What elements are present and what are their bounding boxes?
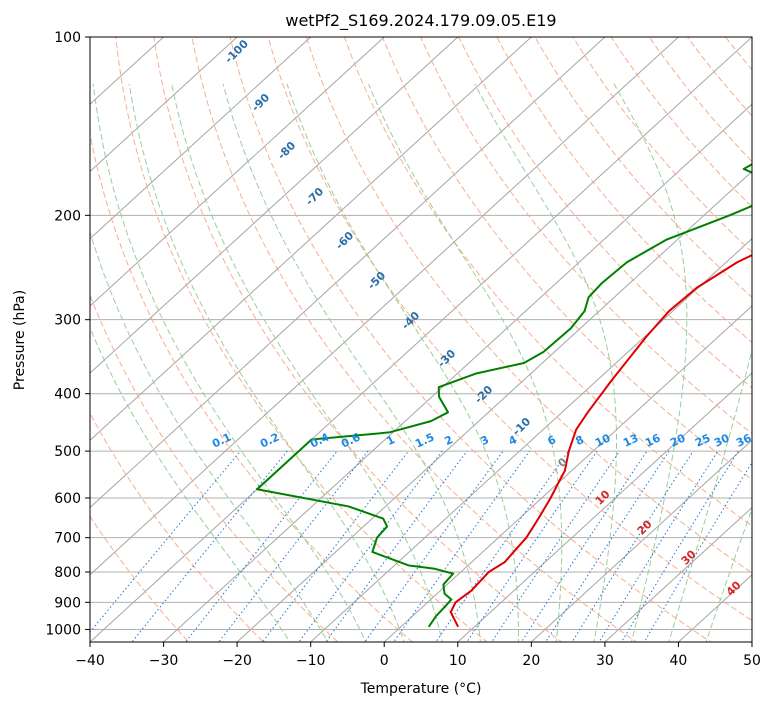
dry-adiabat-line	[648, 37, 752, 163]
x-tick-label: 10	[449, 653, 467, 669]
dry-adiabat-line	[191, 37, 638, 642]
mixing-ratio-line	[435, 450, 569, 642]
dry-adiabat-line	[267, 37, 752, 622]
y-tick-label: 700	[54, 531, 81, 547]
y-tick-label: 200	[54, 208, 81, 224]
isotherm-line	[236, 170, 752, 642]
x-tick-label: 40	[670, 653, 688, 669]
x-tick-label: −40	[75, 653, 105, 669]
mixing-ratio-label: 20	[668, 431, 688, 449]
x-tick-label: 20	[522, 653, 540, 669]
isotherm-line	[90, 37, 385, 307]
dry-adiabat-line	[686, 37, 752, 117]
isotherm-line	[162, 103, 752, 642]
y-tick-label: 1000	[45, 622, 81, 638]
isotherm-line	[90, 37, 752, 642]
moist-adiabat-line	[90, 230, 329, 642]
isotherm-line	[309, 237, 752, 642]
dry-adiabat-line	[496, 37, 752, 344]
isotherm-line	[457, 372, 752, 642]
mixing-ratio-label: 36	[734, 431, 754, 449]
mixing-ratio-line	[393, 450, 531, 642]
temperature-profile	[449, 254, 752, 628]
dry-adiabat-line	[153, 37, 563, 642]
isotherm-line	[90, 37, 165, 105]
y-tick-label: 300	[54, 313, 81, 329]
moist-adiabat-line	[286, 83, 519, 642]
dry-adiabat-line	[381, 37, 752, 481]
mixing-ratio-line	[571, 450, 694, 642]
mixing-ratio-line	[131, 450, 288, 642]
x-tick-label: −30	[149, 653, 179, 669]
moist-adiabat-line	[171, 83, 443, 642]
moist-adiabat-line	[474, 83, 618, 642]
moist-adiabat-line	[90, 326, 291, 642]
dry-adiabat-line	[229, 37, 712, 642]
dry-adiabat-line	[90, 293, 339, 642]
x-tick-label: −20	[222, 653, 252, 669]
mixing-ratio-label: 30	[712, 431, 732, 449]
y-tick-label: 900	[54, 595, 81, 611]
mixing-ratio-line	[184, 450, 338, 642]
isotherm-line	[604, 506, 752, 642]
moist-adiabat-line	[668, 347, 752, 642]
isotherm-line	[90, 37, 533, 442]
y-tick-label: 800	[54, 565, 81, 581]
y-tick-label: 500	[54, 444, 81, 460]
isotherm-line	[90, 37, 459, 374]
mixing-ratio-label: 25	[693, 431, 712, 449]
mixing-ratio-line	[545, 450, 670, 642]
mixing-ratio-line	[325, 450, 468, 642]
chart-title: wetPf2_S169.2024.179.09.05.E19	[285, 11, 556, 31]
dry-adiabat-line	[458, 37, 752, 389]
mixing-ratio-line	[598, 450, 719, 642]
y-tick-label: 400	[54, 387, 81, 403]
mixing-ratio-line	[364, 450, 504, 642]
mixing-ratio-line	[643, 461, 752, 642]
dry-adiabat-line	[90, 131, 414, 642]
axes-frame	[89, 36, 753, 643]
x-tick-label: 0	[380, 653, 389, 669]
dry-adiabat-line	[420, 37, 752, 435]
isotherm-line	[383, 305, 752, 642]
isotherm-line	[90, 37, 312, 240]
x-tick-label: −10	[296, 653, 326, 669]
moist-adiabat-line	[92, 83, 367, 642]
mixing-ratio-line	[520, 450, 648, 642]
y-tick-label: 600	[54, 491, 81, 507]
moist-adiabat-line	[613, 83, 688, 642]
moist-adiabat-line	[222, 83, 481, 642]
y-tick-label: 100	[54, 30, 81, 46]
isotherm-line	[90, 37, 606, 509]
mixing-ratio-line	[620, 450, 739, 642]
mixing-ratio-line	[491, 450, 621, 642]
x-tick-label: 50	[743, 653, 761, 669]
isotherm-line	[90, 37, 238, 173]
mixing-ratio-label: 16	[643, 431, 663, 449]
dry-adiabat-line	[305, 37, 752, 574]
dewpoint-profile	[256, 163, 752, 628]
mixing-ratio-line	[466, 450, 598, 642]
moist-adiabat-line	[367, 83, 563, 642]
mixing-ratio-label: 10	[593, 431, 613, 449]
x-axis-label: Temperature (°C)	[360, 681, 482, 697]
y-axis-label: Pressure (hPa)	[12, 290, 28, 390]
plot-area	[90, 37, 752, 642]
dry-adiabat-line	[115, 37, 488, 642]
mixing-ratio-label: 13	[621, 431, 640, 449]
x-tick-label: 30	[596, 653, 614, 669]
dry-adiabat-line	[90, 515, 190, 642]
